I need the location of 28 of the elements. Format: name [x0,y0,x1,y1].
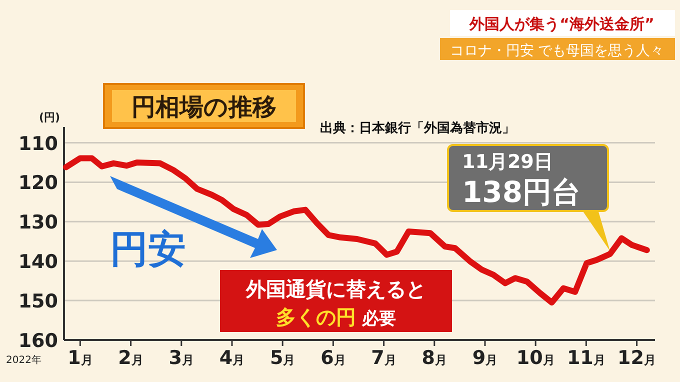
text: コロナ・円安 でも母国を思う人々 [450,43,664,59]
y-tick-label: 110 [18,132,58,155]
y-tick-label: 120 [18,172,58,194]
y-tick-label: 130 [18,212,58,234]
annotation: 11月29日 138円台 [462,151,581,209]
x-tick-label: 7月 [371,347,396,369]
x-tick-label: 10月 [516,347,555,369]
y-tick-label: 150 [18,290,58,313]
x-tick-label: 5月 [270,347,296,369]
annotation: 多くの円 必要 [276,305,396,329]
x-tick-label: 9月 [472,347,498,369]
text: 2022年 [6,354,42,366]
chart-title: 円相場の推移 [132,93,276,121]
x-tick-label: 4月 [219,347,245,369]
y-tick-label: 140 [18,251,58,274]
annotation: 出典：日本銀行「外国為替市況」 [320,120,515,136]
x-tick-label: 8月 [422,347,448,369]
annotation: 円安 [110,227,186,271]
x-tick-label: 1月 [68,347,93,369]
x-tick-label: 12月 [618,347,656,369]
x-tick-label: 3月 [168,347,194,369]
x-tick-label: 2月 [118,347,144,369]
x-tick-label: 11月 [566,347,606,369]
y-tick-label: 160 [18,330,58,352]
y-axis-title: (円) [38,111,60,124]
annotation: 外国通貨に替えると [245,277,426,301]
x-tick-label: 6月 [320,347,346,369]
text: 外国人が集う“海外送金所” [468,15,654,33]
